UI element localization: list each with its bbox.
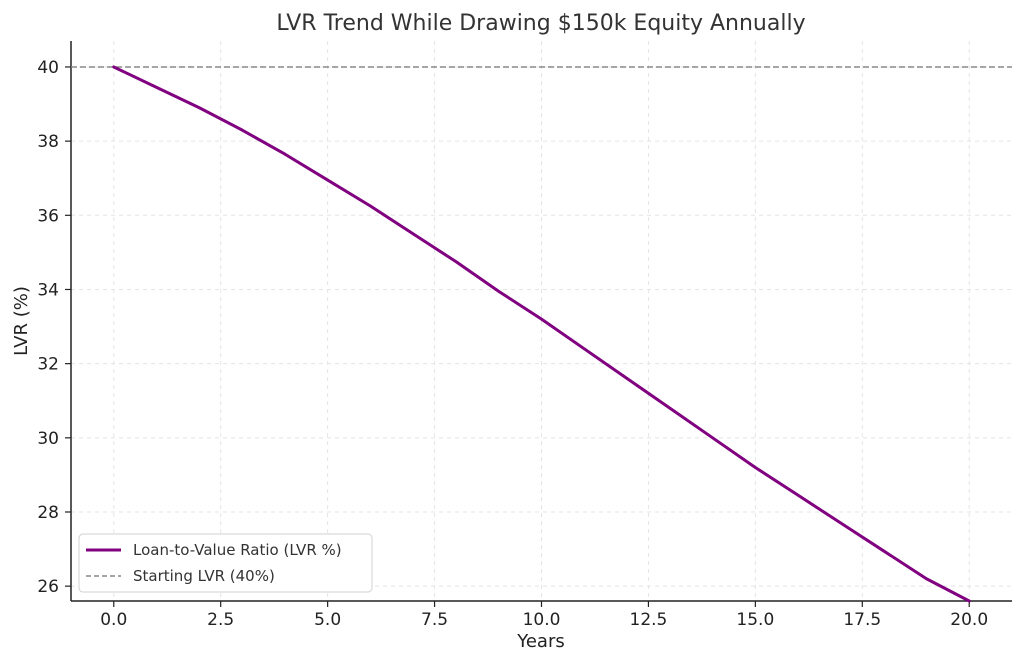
legend: Loan-to-Value Ratio (LVR %) Starting LVR… [78,533,373,593]
x-tick-label: 2.5 [207,610,234,630]
legend-box [78,533,373,593]
x-tick-label: 7.5 [421,610,448,630]
ticks: 0.0 2.5 5.0 7.5 10.0 12.5 15.0 17.5 20.0 26 28 30 32… [37,58,988,630]
legend-label-lvr: Loan-to-Value Ratio (LVR %) [133,541,342,559]
y-tick-label: 30 [37,429,59,449]
x-tick-label: 20.0 [950,610,988,630]
y-tick-label: 40 [37,58,59,78]
x-tick-label: 10.0 [523,610,561,630]
y-tick-label: 38 [37,132,59,152]
x-tick-label: 15.0 [736,610,774,630]
chart-title: LVR Trend While Drawing $150k Equity Ann… [276,11,805,36]
x-tick-label: 0.0 [100,610,127,630]
x-tick-label: 12.5 [630,610,668,630]
series-layer [71,65,1012,603]
y-tick-label: 32 [37,355,59,375]
x-axis-label: Years [516,631,565,652]
y-axis-label: LVR (%) [11,286,32,356]
x-tick-label: 5.0 [314,610,341,630]
grid [71,41,1012,601]
y-tick-label: 28 [37,503,59,523]
y-tick-label: 34 [37,280,59,300]
y-tick-label: 36 [37,206,59,226]
y-tick-label: 26 [37,577,59,597]
legend-label-start: Starting LVR (40%) [133,567,275,585]
series-lvr [112,65,971,603]
x-tick-label: 17.5 [843,610,881,630]
